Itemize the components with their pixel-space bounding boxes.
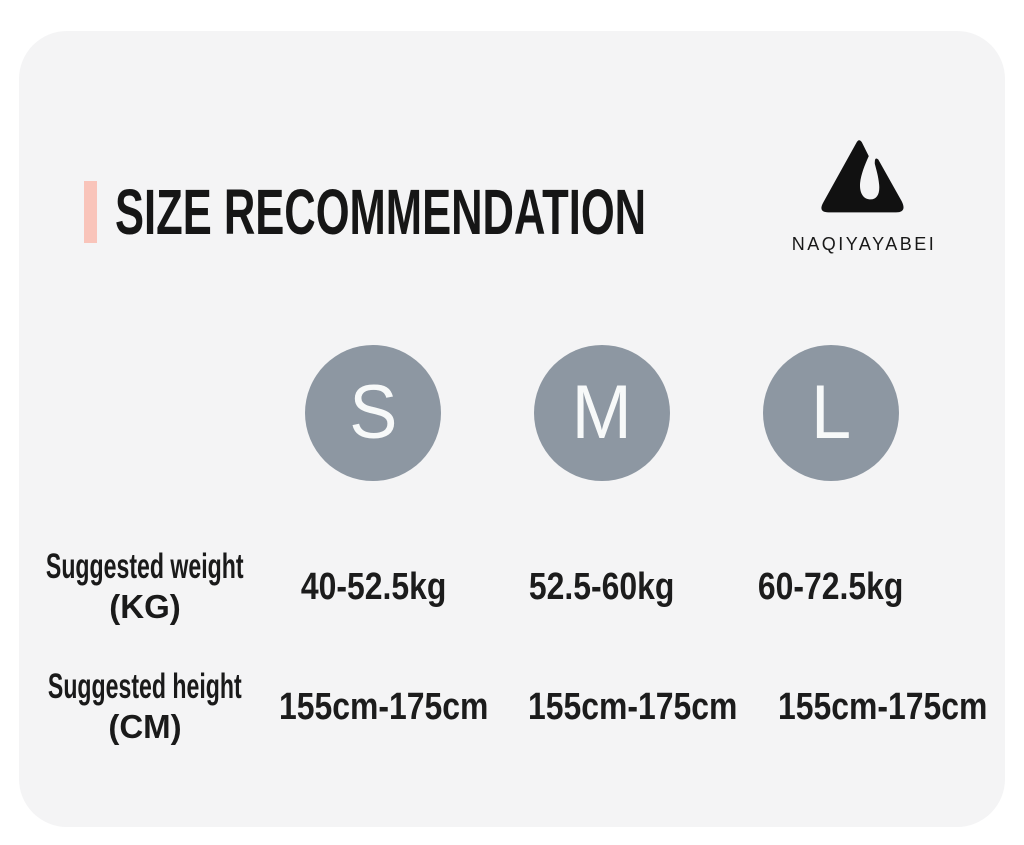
pink-accent-bar — [84, 181, 97, 243]
height-value-m: 155cm-175cm — [528, 685, 738, 728]
size-cell-l: L — [716, 345, 945, 481]
weight-value-l: 60-72.5kg — [757, 565, 904, 608]
size-circle-s: S — [305, 345, 442, 481]
weight-value-s: 40-52.5kg — [300, 565, 447, 608]
row-label-height: Suggested height (CM) — [31, 667, 259, 747]
row-label-height-line2: (CM) — [108, 708, 182, 745]
table-row-height: Suggested height (CM) 155cm-175cm 155cm-… — [31, 659, 987, 755]
brand-name: NAQIYAYABEI — [791, 234, 937, 254]
size-letter-s: S — [349, 370, 398, 455]
size-letter-m: M — [571, 370, 633, 455]
weight-value-s-cell: 40-52.5kg — [259, 566, 488, 609]
height-value-m-cell: 155cm-175cm — [508, 686, 757, 729]
page-title: SIZE RECOMMENDATION — [115, 176, 647, 248]
height-value-s: 155cm-175cm — [278, 685, 489, 728]
size-cell-m: M — [488, 345, 717, 481]
table-row-weight: Suggested weight (KG) 40-52.5kg 52.5-60k… — [31, 539, 945, 635]
row-label-weight-line1: Suggested weight — [46, 547, 244, 586]
row-label-weight-line2: (KG) — [109, 588, 181, 625]
brand-block: NAQIYAYABEI — [754, 131, 974, 255]
triangle-flame-logo-icon — [821, 140, 904, 213]
size-circle-m: M — [533, 345, 670, 481]
weight-value-m-cell: 52.5-60kg — [488, 566, 717, 609]
row-label-height-line1: Suggested height — [48, 667, 242, 706]
size-table: S M L Suggested weight (KG) 40-52.5kg — [31, 345, 987, 755]
size-recommendation-card: SIZE RECOMMENDATION NAQIYAYABEI S M L — [19, 31, 1005, 827]
height-value-s-cell: 155cm-175cm — [259, 686, 508, 729]
height-value-l: 155cm-175cm — [777, 685, 987, 728]
size-letter-l: L — [810, 370, 851, 455]
title-block: SIZE RECOMMENDATION — [84, 180, 896, 244]
size-circle-l: L — [762, 345, 899, 481]
size-header-row: S M L — [31, 345, 945, 481]
weight-value-l-cell: 60-72.5kg — [716, 566, 945, 609]
size-cell-s: S — [259, 345, 488, 481]
row-label-weight: Suggested weight (KG) — [31, 547, 259, 627]
weight-value-m: 52.5-60kg — [529, 565, 675, 608]
height-value-l-cell: 155cm-175cm — [758, 686, 1007, 729]
